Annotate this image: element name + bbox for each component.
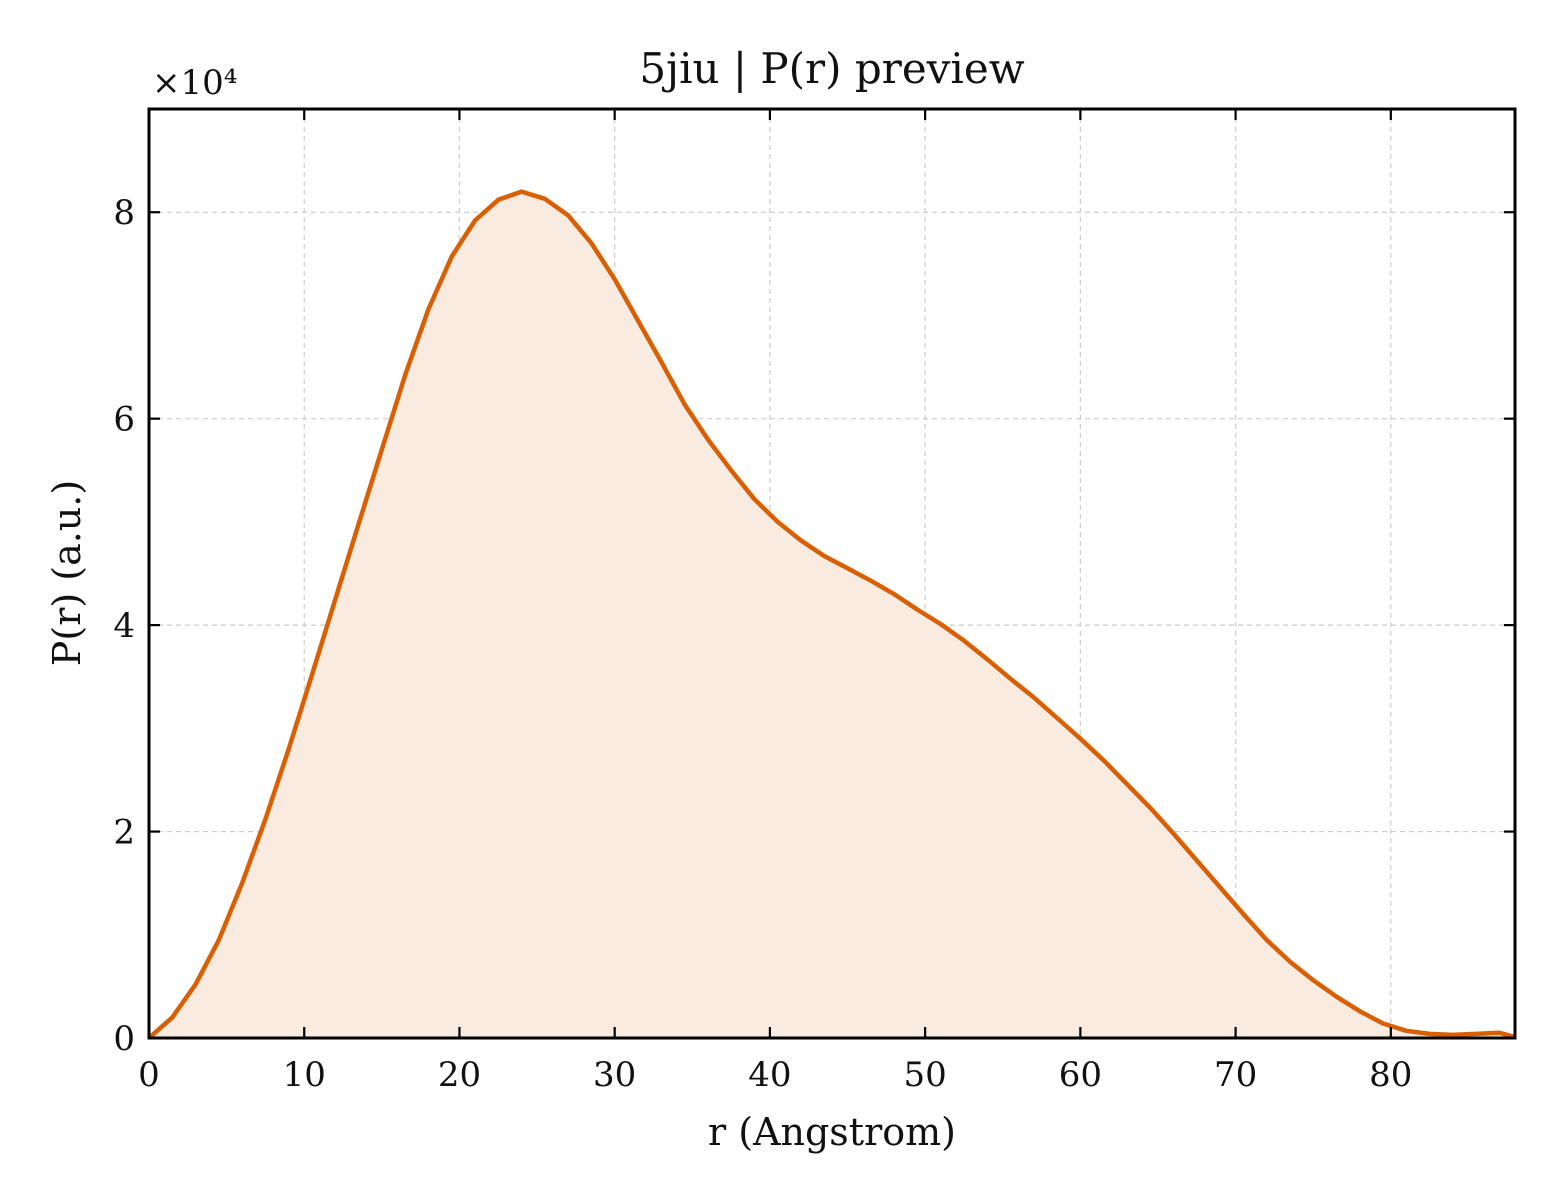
x-tick-label: 10 (283, 1055, 326, 1095)
x-tick-label: 50 (904, 1055, 947, 1095)
x-tick-label: 80 (1369, 1055, 1412, 1095)
x-tick-label: 20 (438, 1055, 481, 1095)
y-tick-label: 4 (113, 606, 135, 646)
x-tick-label: 40 (748, 1055, 791, 1095)
y-tick-label: 8 (113, 193, 135, 233)
y-axis-label: P(r) (a.u.) (45, 480, 89, 666)
y-tick-label: 2 (113, 813, 135, 853)
pr-area-fill (149, 191, 1515, 1039)
plot-frame (147, 107, 1517, 1040)
x-axis-label: r (Angstrom) (708, 1110, 956, 1154)
x-tick-label: 70 (1214, 1055, 1257, 1095)
x-tick-label: 0 (138, 1055, 160, 1095)
y-multiplier-label: ×10⁴ (152, 63, 237, 103)
axis-ticks: 0 10 20 30 40 50 60 70 80 0 2 4 6 8 (113, 109, 1515, 1095)
y-tick-label: 0 (113, 1019, 135, 1059)
y-tick-label: 6 (113, 400, 135, 440)
x-tick-label: 60 (1059, 1055, 1102, 1095)
pr-series-line (147, 189, 1516, 1040)
x-tick-label: 30 (593, 1055, 636, 1095)
chart-title: 5jiu | P(r) preview (639, 44, 1024, 93)
